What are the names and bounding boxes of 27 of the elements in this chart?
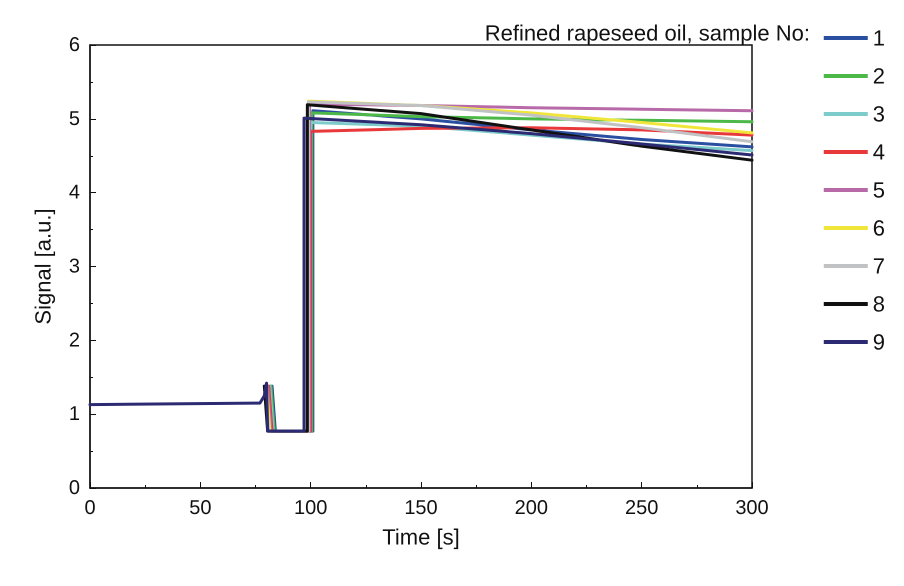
line-series	[88, 116, 754, 433]
x-tick-label: 50	[189, 497, 212, 519]
x-tick-label: 200	[514, 497, 548, 519]
legend-label: 6	[872, 216, 886, 240]
legend-label: 4	[872, 140, 886, 164]
x-axis-title: Time [s]	[382, 524, 460, 550]
y-tick-label: 3	[68, 256, 80, 278]
y-tick-label: 0	[68, 477, 80, 499]
y-tick-label: 5	[68, 108, 80, 130]
legend-label: 7	[872, 254, 886, 278]
x-tick-label: 150	[404, 497, 438, 519]
legend-label: 3	[872, 102, 886, 126]
y-tick-label: 2	[68, 329, 80, 352]
x-tick-label: 0	[84, 497, 96, 519]
y-tick-label: 1	[68, 403, 80, 426]
y-tick-label: 4	[68, 182, 80, 204]
legend-title: Refined rapeseed oil, sample No:	[484, 20, 810, 46]
x-tick-label: 250	[624, 497, 658, 519]
legend-label: 8	[872, 292, 886, 316]
y-axis-title: Signal [a.u.]	[30, 208, 56, 325]
x-tick-label: 300	[735, 497, 769, 519]
legend-label: 5	[872, 178, 886, 202]
x-tick-label: 100	[294, 497, 328, 519]
y-tick-label: 6	[68, 34, 80, 56]
legend-label: 9	[872, 330, 886, 354]
legend-label: 1	[872, 26, 886, 50]
legend-label: 2	[872, 64, 886, 88]
